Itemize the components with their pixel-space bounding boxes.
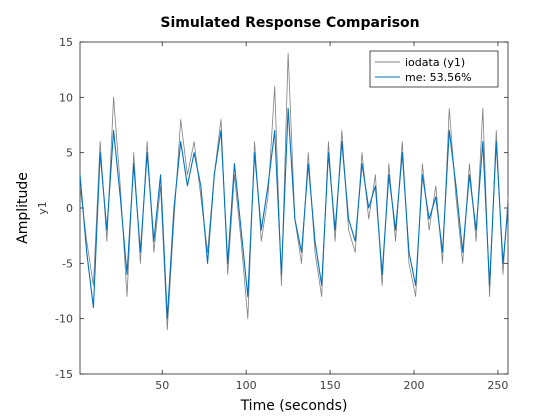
legend-box — [369, 50, 499, 88]
x-axis: 50 100 150 200 250 — [155, 42, 508, 392]
x-tick-label: 200 — [404, 379, 425, 392]
legend-label-iodata: iodata (y1) — [405, 56, 465, 69]
series-line-model — [79, 107, 509, 320]
legend-label-model: me: 53.56% — [405, 71, 472, 84]
y-tick-label: 15 — [59, 36, 73, 49]
y-channel-label: y1 — [36, 201, 49, 215]
y-tick-label: -5 — [62, 257, 73, 270]
series-layer — [79, 52, 509, 331]
y-tick-label: 0 — [66, 202, 73, 215]
y-tick-label: -10 — [55, 313, 73, 326]
y-tick-label: -15 — [55, 368, 73, 381]
y-axis-label: Amplitude — [15, 172, 31, 244]
y-tick-label: 5 — [66, 147, 73, 160]
x-tick-label: 250 — [487, 379, 508, 392]
x-tick-label: 150 — [320, 379, 341, 392]
y-axis: -15 -10 -5 0 5 10 15 — [55, 36, 508, 381]
chart-title: Simulated Response Comparison — [160, 15, 419, 31]
x-axis-label: Time (seconds) — [240, 398, 348, 414]
x-tick-label: 50 — [155, 379, 169, 392]
x-tick-label: 100 — [236, 379, 257, 392]
y-tick-label: 10 — [59, 91, 73, 104]
legend: iodata (y1) me: 53.56% — [369, 50, 499, 88]
